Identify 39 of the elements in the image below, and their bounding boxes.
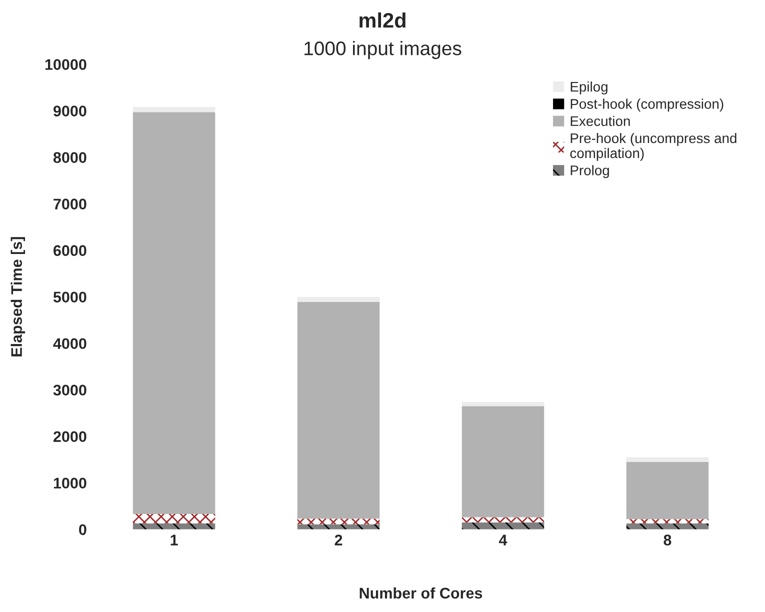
bar [462,517,544,522]
legend-label: Execution [570,116,630,126]
bar [132,107,216,112]
x-tick-label: 2 [334,534,342,546]
y-tick-label: 2000 [53,431,86,442]
legend-label: Epilog [570,81,608,94]
y-tick-label: 8000 [53,152,86,163]
y-axis-title: Elapsed Time [s] [10,237,26,356]
bar [462,402,544,406]
legend-label: Prolog [570,165,609,178]
bar [297,296,380,302]
bar [132,523,216,530]
x-tick-label: 8 [664,534,672,546]
y-tick-label: 1000 [54,478,86,489]
bar [626,462,709,520]
y-tick-label: 10000 [45,59,86,70]
y-tick-label: 6000 [54,245,86,256]
chart-title: ml2d [360,12,406,28]
x-tick-label: 4 [498,534,508,546]
x-axis-title: Number of Cores [360,587,482,599]
y-tick-label: 9000 [53,106,86,116]
legend-label: Pre-hook (uncompress and compilation) [570,132,736,161]
y-tick-label: 0 [79,524,86,536]
bar [626,457,709,462]
y-tick-label: 7000 [54,198,86,210]
bar [462,522,544,530]
legend-label: Post-hook (compression) [570,98,724,112]
y-tick-label: 4000 [53,338,86,350]
bar [626,519,709,524]
y-tick-label: 3000 [53,384,86,396]
bar [462,406,544,518]
chart-subtitle: 1000 input images [304,40,462,60]
bar [132,112,216,514]
y-tick-label: 5000 [53,292,86,303]
bar [297,302,380,519]
bar [626,523,709,530]
bar [297,518,380,524]
x-tick-label: 1 [170,534,178,546]
bar [132,514,216,524]
